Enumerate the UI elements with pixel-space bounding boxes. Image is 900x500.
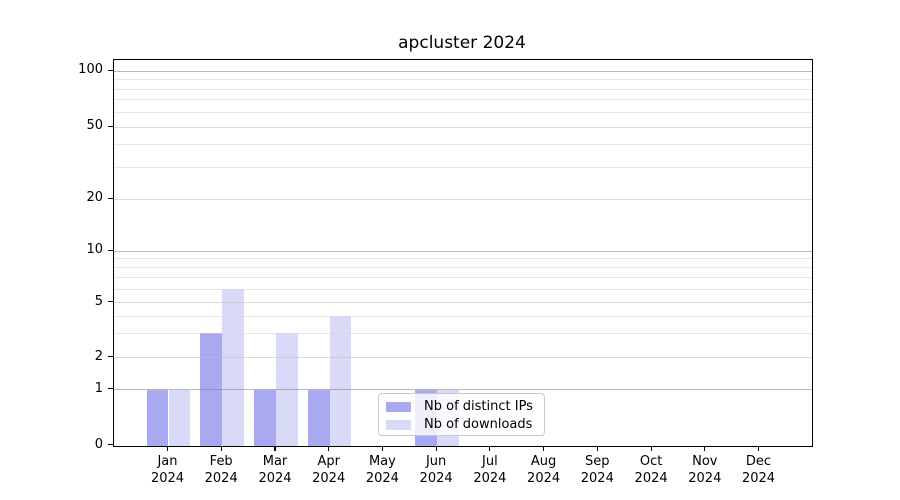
x-tick-mark-apr <box>328 445 330 451</box>
y-tick-mark-0 <box>108 444 113 446</box>
bar-downloads-jan <box>168 389 191 446</box>
gridline-90 <box>114 79 812 80</box>
x-tick-label-sep: Sep 2024 <box>580 453 614 486</box>
bar-downloads-apr <box>329 316 352 446</box>
x-tick-label-oct: Oct 2024 <box>634 453 668 486</box>
y-tick-label-10: 10 <box>86 242 103 257</box>
gridline-4 <box>114 315 812 317</box>
x-tick-mark-jan <box>166 445 169 451</box>
gridline-9 <box>114 258 812 260</box>
x-tick-mark-mar <box>274 445 276 451</box>
x-tick-mark-oct <box>650 445 652 451</box>
legend-item-distinct-ips: Nb of distinct IPs <box>379 398 544 416</box>
legend-swatch-downloads <box>386 420 411 430</box>
legend-swatch-distinct-ips <box>386 402 411 412</box>
x-tick-mark-nov <box>704 445 706 451</box>
gridline-8 <box>114 267 812 269</box>
y-tick-mark-50 <box>108 125 113 127</box>
y-tick-label-1: 1 <box>94 380 103 396</box>
y-tick-label-50: 50 <box>86 118 103 133</box>
y-tick-label-2: 2 <box>94 348 103 364</box>
gridline-2 <box>114 357 812 359</box>
legend-item-downloads: Nb of downloads <box>379 416 544 434</box>
gridline-20 <box>114 198 812 200</box>
legend-label-downloads: Nb of downloads <box>424 417 533 432</box>
gridline-30 <box>114 166 812 168</box>
gridline-50 <box>114 126 812 128</box>
y-tick-mark-20 <box>108 197 113 199</box>
y-tick-label-5: 5 <box>94 293 103 309</box>
y-tick-mark-10 <box>108 249 113 251</box>
x-tick-mark-sep <box>596 445 598 451</box>
x-tick-label-dec: Dec 2024 <box>741 453 776 486</box>
gridline-40 <box>114 144 812 146</box>
y-tick-label-100: 100 <box>78 62 103 77</box>
bar-distinct-ips-mar <box>254 389 276 446</box>
x-tick-mark-dec <box>757 445 760 451</box>
gridline-60 <box>114 111 812 113</box>
x-tick-label-apr: Apr 2024 <box>312 453 346 486</box>
x-tick-mark-feb <box>220 445 222 451</box>
plot-area <box>113 59 813 447</box>
chart-title: apcluster 2024 <box>398 33 526 53</box>
gridline-3 <box>114 332 812 334</box>
x-tick-label-may: May 2024 <box>365 453 399 486</box>
gridline-100 <box>114 70 812 72</box>
x-tick-mark-jul <box>489 445 491 451</box>
gridline-70 <box>114 99 812 101</box>
x-tick-label-jun: Jun 2024 <box>419 453 453 486</box>
y-tick-mark-2 <box>108 356 113 358</box>
gridline-80 <box>114 88 812 90</box>
bar-distinct-ips-apr <box>307 389 330 446</box>
x-tick-mark-jun <box>435 445 437 451</box>
x-tick-label-mar: Mar 2024 <box>258 453 292 486</box>
legend: Nb of distinct IPs Nb of downloads <box>378 393 545 436</box>
gridline-1 <box>114 389 812 391</box>
x-tick-mark-may <box>381 445 383 451</box>
legend-label-distinct-ips: Nb of distinct IPs <box>424 399 533 414</box>
y-tick-mark-1 <box>108 388 113 390</box>
y-tick-label-20: 20 <box>86 190 103 206</box>
x-tick-label-jul: Jul 2024 <box>473 453 507 486</box>
x-tick-mark-aug <box>543 445 545 451</box>
x-tick-label-aug: Aug 2024 <box>527 453 561 486</box>
gridline-7 <box>114 277 812 279</box>
gridline-10 <box>114 250 812 252</box>
x-tick-label-nov: Nov 2024 <box>688 453 722 486</box>
gridline-5 <box>114 302 812 304</box>
gridline-6 <box>114 288 812 290</box>
x-tick-label-jan: Jan 2024 <box>150 453 185 486</box>
y-tick-mark-5 <box>108 301 113 303</box>
bar-downloads-feb <box>222 289 244 446</box>
x-tick-label-feb: Feb 2024 <box>204 453 238 486</box>
bar-distinct-ips-jan <box>146 389 169 446</box>
y-tick-mark-100 <box>108 69 113 71</box>
y-tick-label-0: 0 <box>94 436 103 452</box>
